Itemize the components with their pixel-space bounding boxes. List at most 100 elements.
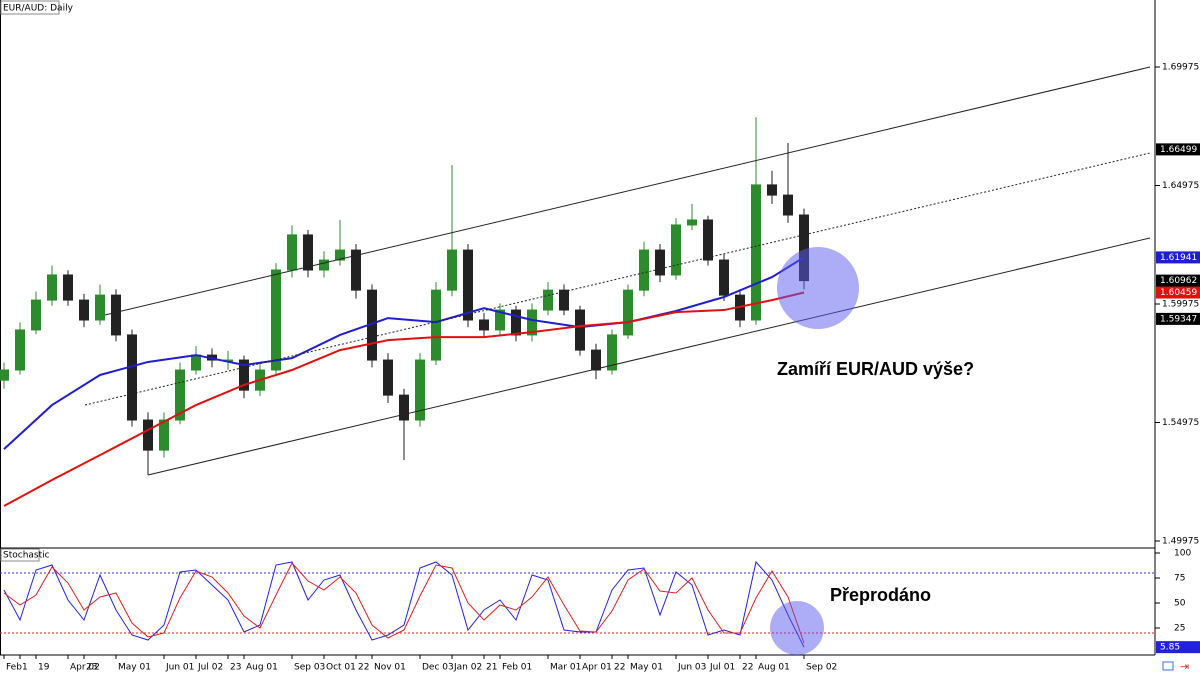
candle-body <box>0 369 9 381</box>
price-tag-label: 1.60459 <box>1160 288 1197 298</box>
candle-body <box>175 369 185 421</box>
x-tick-label: Apr 02 <box>70 663 100 673</box>
price-tag <box>1156 143 1200 156</box>
channel-upper <box>104 66 1151 316</box>
x-tick-label: May 01 <box>630 663 663 673</box>
moving-average <box>3 291 805 507</box>
candle-body <box>15 329 25 371</box>
y-tick-label: 1.69975 <box>1162 63 1199 73</box>
price-tag-label: 1.60962 <box>1160 276 1197 286</box>
candle-body <box>607 334 617 371</box>
x-tick-label: 23 <box>230 663 241 673</box>
candle-body <box>655 249 665 276</box>
x-tick-label: 21 <box>486 663 497 673</box>
highlight-circle <box>777 247 859 329</box>
candle-body <box>767 184 777 196</box>
candle-body <box>303 234 313 271</box>
icon[interactable] <box>1162 661 1174 671</box>
y-tick-label: 50 <box>1174 599 1186 609</box>
x-tick-label: Jul 01 <box>709 663 735 673</box>
marks: 1.69975 1.64975 1.59975 1.54975 1.49975 100 75… <box>0 63 1200 673</box>
candle-body <box>687 219 697 226</box>
candle-body <box>111 294 121 336</box>
moving-average <box>3 256 805 450</box>
candle-body <box>47 274 57 301</box>
candle-body <box>415 359 425 421</box>
price-tag <box>1156 312 1200 325</box>
y-tick-label: 100 <box>1174 549 1191 559</box>
candle-body <box>191 354 201 371</box>
indicator-title-box <box>0 548 40 562</box>
candle-body <box>591 349 601 371</box>
channel-middle <box>84 152 1151 406</box>
candle-body <box>159 419 169 451</box>
candle-body <box>447 249 457 291</box>
candle-body <box>671 224 681 276</box>
candle-body <box>127 334 137 421</box>
candle-body <box>463 249 473 321</box>
candle-body <box>383 359 393 396</box>
stochastic-line <box>3 562 805 644</box>
title-box <box>0 0 60 15</box>
price-tag <box>1156 251 1200 264</box>
candle-body <box>719 259 729 296</box>
candle-body <box>527 309 537 336</box>
channel-lower <box>147 237 1151 476</box>
candle-body <box>143 419 153 451</box>
candle-body <box>511 309 521 336</box>
candle-body <box>335 249 345 261</box>
x-tick-label: Sep 03 <box>294 663 325 673</box>
x-tick-label: 22 <box>742 663 753 673</box>
candle-body <box>31 299 41 331</box>
candle-body <box>479 319 489 331</box>
y-tick-label: 1.64975 <box>1162 181 1199 191</box>
x-tick-label: Mar 01 <box>550 663 581 673</box>
icon[interactable]: ⇥ <box>1180 660 1189 673</box>
candle-body <box>639 249 649 291</box>
candle-body <box>559 289 569 311</box>
x-tick-label: Apr 01 <box>582 663 612 673</box>
y-tick-label: 1.49975 <box>1162 537 1199 547</box>
candle-body <box>751 184 761 321</box>
x-tick-label: Jun 03 <box>677 663 706 673</box>
annotation: Zamíří EUR/AUD výše? <box>777 359 974 379</box>
price-tag-label: 5.85 <box>1160 643 1180 653</box>
candle-body <box>399 394 409 421</box>
x-tick-label: Jul 02 <box>197 663 223 673</box>
x-tick-label: Feb 01 <box>502 663 532 673</box>
x-tick-label: 22 <box>358 663 369 673</box>
x-tick-label: 22 <box>614 663 625 673</box>
price-tag <box>1156 641 1200 654</box>
candle-body <box>271 269 281 371</box>
candle-body <box>319 259 329 271</box>
x-tick-label: Dec 03 <box>422 663 454 673</box>
indicator-title: Stochastic <box>3 551 50 561</box>
candle-body <box>239 359 249 391</box>
candle-body <box>543 289 553 311</box>
x-tick-label: Aug 01 <box>758 663 790 673</box>
candle-body <box>287 234 297 271</box>
chart-title: EUR/AUD: Daily <box>3 4 74 14</box>
x-tick-label: Sep 02 <box>806 663 837 673</box>
price-tag-label: 1.59347 <box>1160 314 1197 324</box>
x-tick-label: Nov 01 <box>374 663 406 673</box>
x-tick-label: Aug 01 <box>246 663 278 673</box>
y-tick-label: 25 <box>1174 624 1185 634</box>
price-tag-label: 1.66499 <box>1160 145 1197 155</box>
x-tick-label: Oct 01 <box>326 663 356 673</box>
x-tick-label: 23 <box>86 663 97 673</box>
candle-body <box>351 249 361 291</box>
y-tick-label: 75 <box>1174 574 1185 584</box>
y-tick-label: 1.59975 <box>1162 300 1199 310</box>
x-tick-label: 19 <box>38 663 50 673</box>
candle-body <box>575 309 585 351</box>
y-tick-label: 1.54975 <box>1162 418 1199 428</box>
annotation: Přeprodáno <box>830 585 931 605</box>
candle-body <box>703 219 713 261</box>
stochastic-line <box>3 560 805 648</box>
x-tick-label: 1 <box>22 663 28 673</box>
price-tag <box>1156 274 1200 287</box>
